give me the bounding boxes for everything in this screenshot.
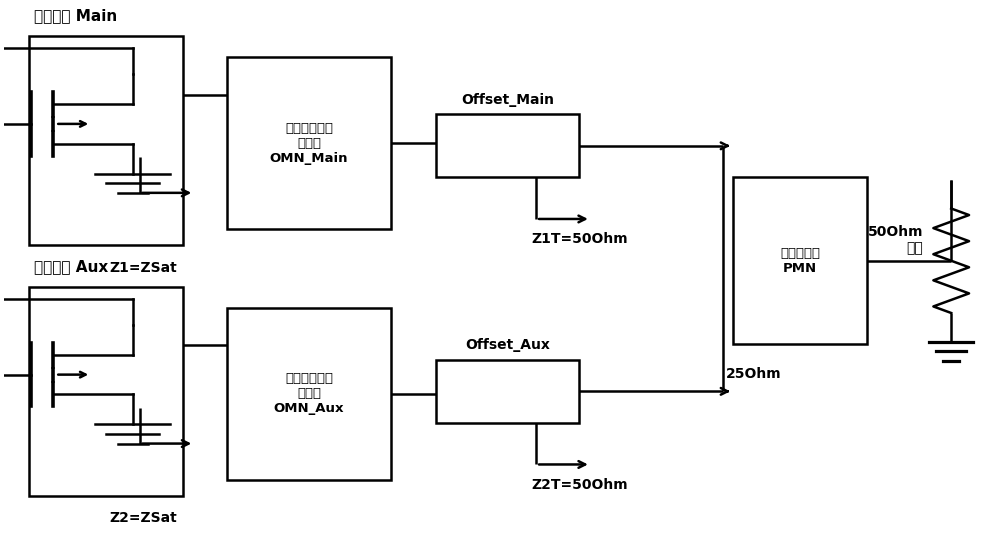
Text: Z2T=50Ohm: Z2T=50Ohm: [531, 478, 628, 491]
Text: Z1T=50Ohm: Z1T=50Ohm: [531, 232, 628, 246]
Bar: [29, 36, 183, 245]
Text: 辅功放输出匹
配网络
OMN_Aux: 辅功放输出匹 配网络 OMN_Aux: [274, 373, 344, 415]
Bar: [733, 177, 867, 344]
Bar: [436, 115, 579, 177]
Text: 50Ohm
负载: 50Ohm 负载: [868, 225, 923, 255]
Bar: [29, 287, 183, 496]
Text: Z2=ZSat: Z2=ZSat: [109, 512, 177, 526]
Text: Z1=ZSat: Z1=ZSat: [109, 261, 177, 274]
Text: 后匹配网络
PMN: 后匹配网络 PMN: [780, 247, 820, 274]
Text: 25Ohm: 25Ohm: [726, 367, 782, 381]
Bar: [436, 360, 579, 423]
Bar: [227, 308, 391, 480]
Text: Offset_Main: Offset_Main: [461, 93, 554, 107]
Text: 主功放输出匹
配网络
OMN_Main: 主功放输出匹 配网络 OMN_Main: [270, 122, 348, 165]
Text: Offset_Aux: Offset_Aux: [465, 338, 550, 352]
Text: 主功放管 Main: 主功放管 Main: [34, 8, 117, 23]
Text: 辅功放管 Aux: 辅功放管 Aux: [34, 259, 108, 274]
Bar: [227, 57, 391, 229]
